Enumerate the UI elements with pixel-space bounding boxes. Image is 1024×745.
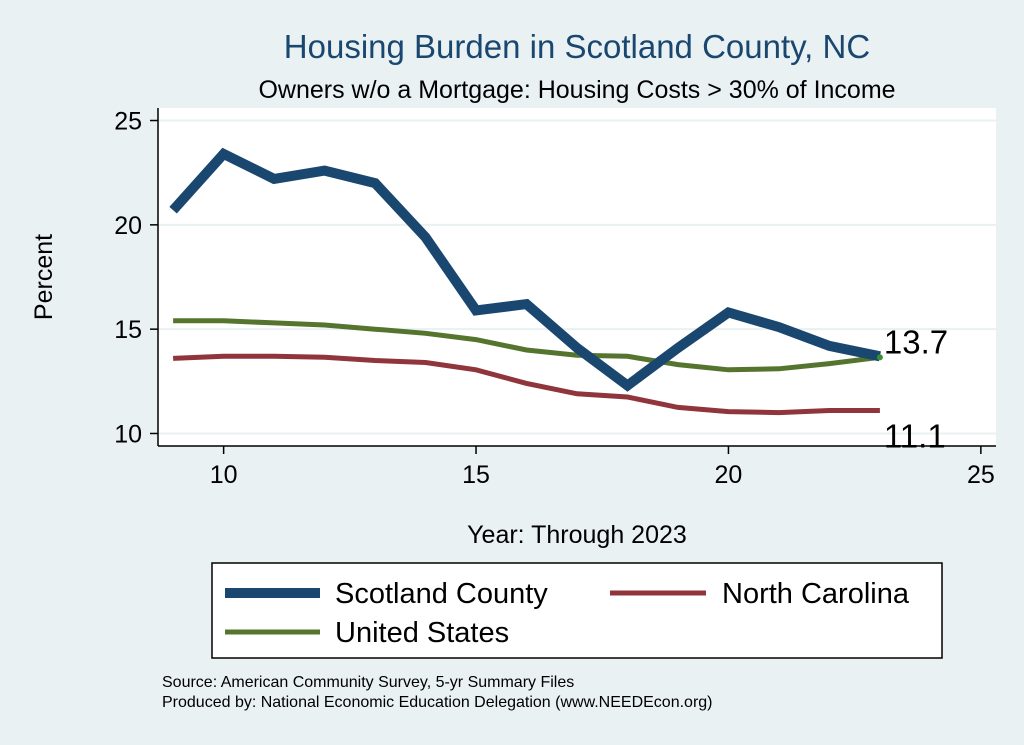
legend-box [211,562,943,659]
series-lines [169,147,883,416]
x-tick-label-10: 10 [210,461,238,489]
chart-subtitle: Owners w/o a Mortgage: Housing Costs > 3… [258,76,895,104]
gridlines [158,119,996,435]
legend-label-scotland-county: Scotland County [335,578,548,610]
chart-title: Housing Burden in Scotland County, NC [284,28,870,65]
source-note: Source: American Community Survey, 5-yr … [162,674,574,691]
legend-label-north-carolina: North Carolina [722,578,910,610]
y-tick-label-10: 10 [114,420,142,448]
x-axis-label: Year: Through 2023 [467,521,687,549]
plot-area [158,108,996,446]
legend: Scotland County North Carolina United St… [211,562,943,659]
y-tick-label-25: 25 [114,108,142,136]
y-axis-label: Percent [30,234,58,320]
x-tick-label-25: 25 [967,461,995,489]
x-tick-label-15: 15 [462,461,490,489]
legend-label-united-states: United States [335,617,509,649]
series-line-united-states [173,318,881,373]
producer-note: Produced by: National Economic Education… [162,694,713,711]
y-tick-label-20: 20 [114,212,142,240]
axes: 10 15 20 25 10 15 20 25 [114,108,996,489]
annotations: 13.7 11.1 [884,323,948,454]
series-line-scotland-county [169,147,881,392]
series-line-north-carolina [172,353,880,416]
annotation-label-1: 11.1 [884,418,946,455]
y-tick-label-15: 15 [114,316,142,344]
end-marker [876,354,883,361]
annotation-label-0: 13.7 [884,323,948,360]
x-tick-label-20: 20 [715,461,743,489]
